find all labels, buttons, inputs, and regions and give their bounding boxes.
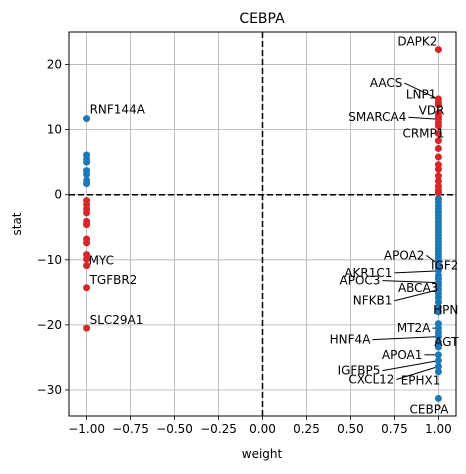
annotation-leader (372, 336, 439, 341)
annotation-label: HNF4A (330, 333, 372, 347)
x-tick-label: 0.75 (381, 422, 408, 436)
annotation-leader (408, 116, 439, 120)
data-point (434, 189, 442, 197)
data-point (434, 394, 442, 402)
annotation-leader (404, 82, 439, 100)
annotation-label: EPHX1 (401, 374, 441, 388)
annotation-label: SLC29A1 (90, 313, 144, 327)
chart-title: CEBPA (239, 11, 285, 27)
data-point (434, 343, 442, 351)
annotation-label: LNP1 (406, 87, 437, 101)
data-point (83, 221, 91, 229)
annotation-label: NFKB1 (353, 294, 393, 308)
data-point (434, 122, 442, 130)
data-point (434, 172, 442, 180)
annotation-leader (396, 366, 439, 381)
reference-lines (69, 32, 456, 416)
data-point (434, 298, 442, 306)
data-point (434, 351, 442, 359)
y-tick-label: 20 (47, 58, 62, 72)
x-axis-label: weight (242, 447, 283, 461)
annotation-label: ABCA3 (398, 281, 438, 295)
data-point (83, 239, 91, 247)
annotation-label: IGF2 (431, 259, 458, 273)
annotation-label: VDR (419, 104, 445, 118)
annotation-leader-lines (372, 82, 439, 381)
data-point (83, 262, 91, 270)
annotation-label: TGFBR2 (89, 273, 138, 287)
annotation-label: APOC3 (340, 274, 381, 288)
annotation-label: AKR1C1 (344, 266, 392, 280)
y-tick-label: 0 (54, 188, 62, 202)
y-axis-ticks: −30 −20 −10 0 10 20 (37, 58, 69, 397)
x-tick-label: 0.25 (293, 422, 320, 436)
annotation-label: APOA2 (384, 248, 425, 262)
annotation-label: CRMP1 (402, 126, 444, 140)
data-point (83, 158, 91, 166)
data-point (434, 368, 442, 376)
x-tick-label: −0.25 (200, 422, 237, 436)
annotation-label: MYC (89, 254, 114, 268)
data-point (83, 255, 91, 263)
data-point (434, 46, 442, 54)
data-point (83, 180, 91, 188)
data-point (83, 115, 91, 123)
data-point (83, 171, 91, 179)
x-tick-label: −0.50 (156, 422, 193, 436)
annotation-label: APOA1 (382, 348, 423, 362)
data-point (434, 308, 442, 316)
data-point (434, 333, 442, 341)
annotation-label: AGT (434, 335, 459, 349)
annotation-leader (394, 270, 439, 274)
annotation-label: AACS (370, 76, 403, 90)
data-point (83, 284, 91, 292)
annotation-label: HPN (433, 303, 458, 317)
data-point (434, 153, 442, 161)
annotation-label: CEBPA (410, 402, 450, 416)
data-point (434, 363, 442, 371)
annotation-leader (394, 289, 439, 302)
data-point (434, 101, 442, 109)
x-axis-ticks: −1.00 −0.75 −0.50 −0.25 0.00 0.25 0.50 0.75 1.00 (68, 416, 452, 436)
y-tick-label: −30 (37, 383, 62, 397)
y-tick-label: −10 (37, 253, 62, 267)
data-point (83, 209, 91, 217)
y-axis-label: stat (10, 212, 24, 235)
x-tick-label: −1.00 (68, 422, 105, 436)
annotation-label: CXCL12 (348, 373, 394, 387)
x-tick-label: 0.00 (249, 422, 276, 436)
x-tick-label: 1.00 (425, 422, 452, 436)
x-tick-label: 0.50 (337, 422, 364, 436)
data-point (434, 130, 442, 138)
y-tick-label: −20 (37, 318, 62, 332)
annotation-leader (382, 280, 439, 284)
y-tick-label: 10 (47, 123, 62, 137)
data-point (434, 165, 442, 173)
annotation-label: RNF144A (90, 103, 146, 117)
data-point (434, 145, 442, 153)
annotation-leader (382, 360, 439, 372)
data-point (434, 137, 442, 145)
data-point (83, 324, 91, 332)
x-tick-label: −0.75 (112, 422, 149, 436)
annotation-label: IGFBP5 (338, 364, 381, 378)
data-point (434, 357, 442, 365)
data-points (83, 46, 442, 402)
data-point (434, 338, 442, 346)
annotation-label: DAPK2 (397, 35, 437, 49)
annotation-label: MT2A (397, 321, 431, 335)
annotation-label: SMARCA4 (348, 110, 406, 124)
data-point (434, 177, 442, 185)
